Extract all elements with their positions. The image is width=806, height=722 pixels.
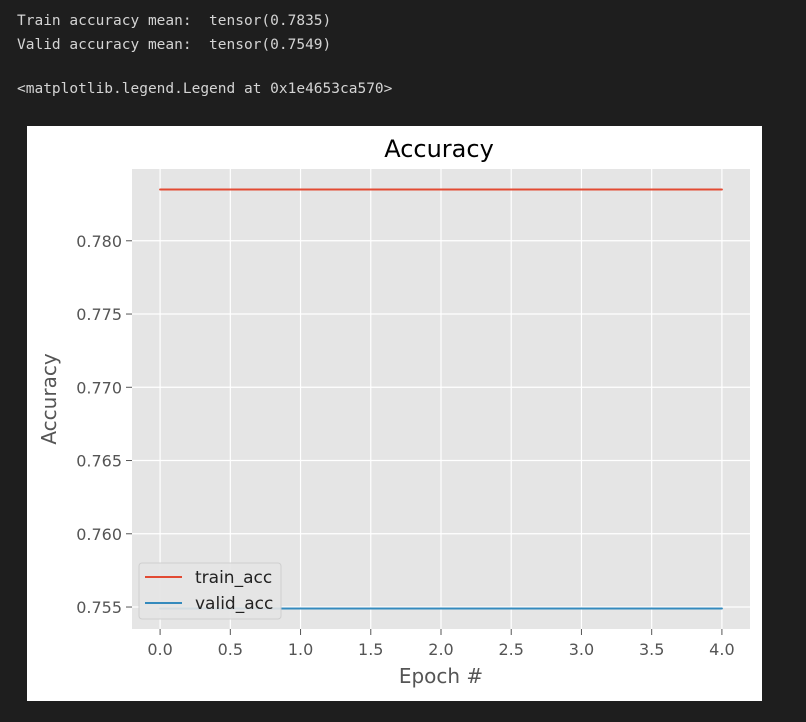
data-point-train-acc [440, 188, 442, 191]
y-tick-label: 0.760 [76, 525, 122, 544]
y-tick-label: 0.765 [76, 452, 122, 471]
y-tick-label: 0.770 [76, 378, 122, 397]
x-tick-label: 3.5 [639, 640, 664, 659]
data-point-valid-acc [720, 607, 723, 610]
y-axis-ticks: 0.755 0.760 0.765 0.770 0.775 0.780 [76, 232, 132, 617]
data-point-train-acc [159, 188, 162, 191]
legend-label-train-acc: train_acc [195, 568, 272, 588]
legend: train_acc valid_acc [138, 562, 282, 620]
grid-lines [132, 169, 750, 629]
x-tick-label: 0.0 [147, 640, 172, 659]
legend-repr-output: <matplotlib.legend.Legend at 0x1e4653ca5… [17, 81, 393, 97]
x-tick-label: 2.5 [499, 640, 524, 659]
y-tick-label: 0.775 [76, 305, 122, 324]
data-point-valid-acc [440, 607, 442, 610]
data-point-valid-acc [580, 607, 583, 610]
x-tick-label: 2.0 [428, 640, 453, 659]
x-tick-label: 1.0 [288, 640, 313, 659]
x-tick-label: 3.0 [569, 640, 594, 659]
chart-title: Accuracy [384, 135, 494, 163]
data-point-train-acc [299, 188, 302, 191]
y-tick-label: 0.755 [76, 598, 122, 617]
x-tick-label: 4.0 [709, 640, 734, 659]
accuracy-figure: Accuracy 0.755 0.760 0.765 0.770 0.775 0.780 … [27, 126, 762, 701]
y-tick-label: 0.780 [76, 232, 122, 251]
data-point-train-acc [580, 188, 583, 191]
x-tick-label: 0.5 [218, 640, 243, 659]
x-tick-label: 1.5 [358, 640, 383, 659]
x-axis-ticks: 0.0 0.5 1.0 1.5 2.0 2.5 3.0 3.5 4.0 [147, 629, 735, 659]
data-point-train-acc [720, 188, 723, 191]
accuracy-chart: Accuracy 0.7550.7600.7650.7700.7750.780 … [37, 135, 750, 688]
y-axis-label: Accuracy [37, 353, 61, 444]
valid-accuracy-line: Valid accuracy mean: tensor(0.7549) [17, 36, 332, 53]
train-accuracy-line: Train accuracy mean: tensor(0.7835) [17, 13, 332, 29]
legend-label-valid-acc: valid_acc [195, 594, 273, 614]
data-point-valid-acc [299, 607, 302, 610]
x-axis-label: Epoch # [399, 664, 483, 688]
cell-output: Train accuracy mean: tensor(0.7835) Valid… [17, 10, 331, 57]
